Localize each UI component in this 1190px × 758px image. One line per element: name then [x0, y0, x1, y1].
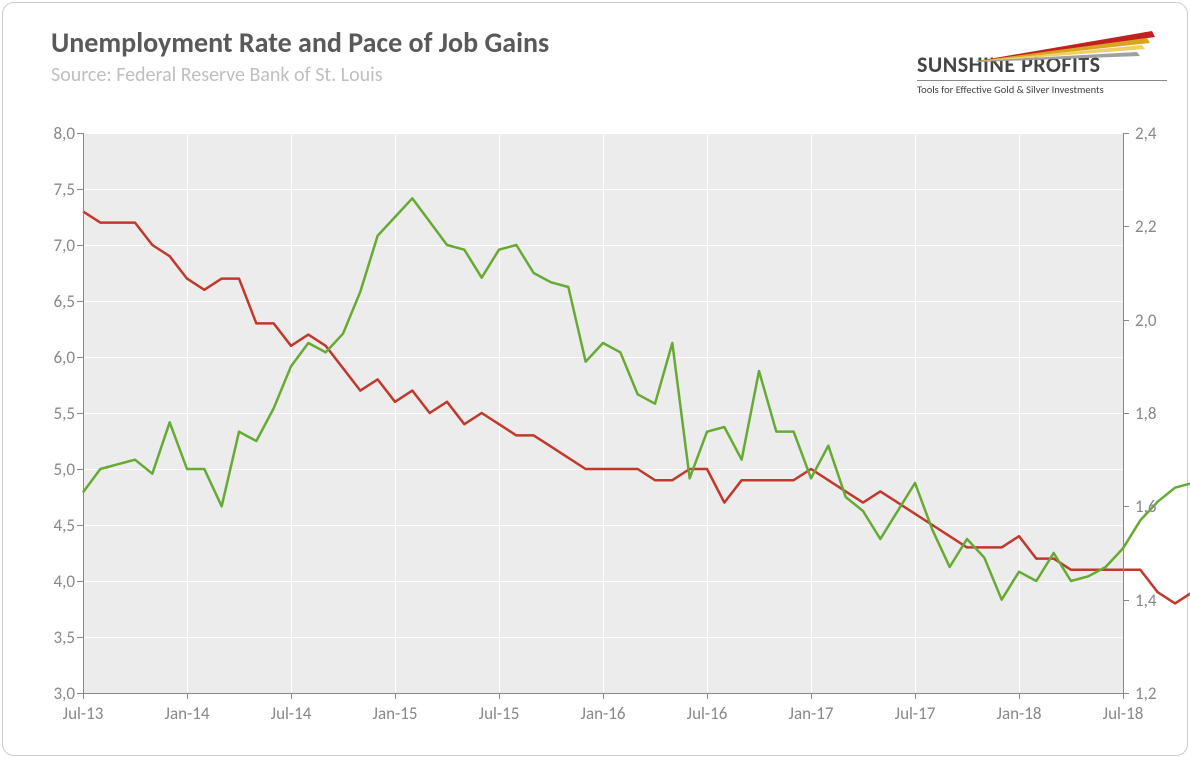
y1-tick-label: 7,5	[35, 179, 75, 200]
logo-tagline: Tools for Effective Gold & Silver Invest…	[917, 80, 1167, 96]
series-unemployment_rate	[83, 211, 1190, 603]
y1-tick-label: 7,0	[35, 235, 75, 256]
y1-tick-label: 4,0	[35, 571, 75, 592]
y2-tick-label: 1,2	[1135, 683, 1175, 704]
x-tick-label: Jul-18	[1103, 703, 1144, 724]
y1-tick-label: 3,5	[35, 627, 75, 648]
x-tick-label: Jul-14	[271, 703, 312, 724]
y2-tick-label: 2,2	[1135, 216, 1175, 237]
chart-title: Unemployment Rate and Pace of Job Gains	[51, 25, 549, 60]
y1-tick-label: 5,0	[35, 459, 75, 480]
y2-tick-label: 2,0	[1135, 310, 1175, 331]
y1-tick-label: 3,0	[35, 683, 75, 704]
plot-area	[83, 133, 1123, 693]
x-tick-label: Jul-17	[895, 703, 936, 724]
x-tick-label: Jan-17	[789, 703, 834, 724]
y1-axis-line	[83, 133, 84, 693]
y1-tick-label: 8,0	[35, 123, 75, 144]
y1-tick-label: 6,0	[35, 347, 75, 368]
y2-tick-label: 1,8	[1135, 403, 1175, 424]
x-tick-label: Jul-16	[687, 703, 728, 724]
line-series	[83, 133, 1123, 693]
x-tick-label: Jul-13	[63, 703, 104, 724]
brand-logo: SUNSHINE PROFITS Tools for Effective Gol…	[917, 51, 1167, 96]
x-tick-label: Jan-15	[373, 703, 418, 724]
x-tick-label: Jan-14	[165, 703, 210, 724]
x-tick-label: Jan-16	[581, 703, 626, 724]
logo-rays-icon	[977, 29, 1157, 63]
chart-subtitle: Source: Federal Reserve Bank of St. Loui…	[51, 63, 383, 87]
y1-tick-label: 4,5	[35, 515, 75, 536]
x-tick-label: Jul-15	[479, 703, 520, 724]
chart-container: Unemployment Rate and Pace of Job Gains …	[2, 2, 1188, 756]
series-job_gains_pace	[83, 198, 1190, 599]
y2-tick-label: 2,4	[1135, 123, 1175, 144]
y2-tick-label: 1,4	[1135, 590, 1175, 611]
y1-tick-label: 6,5	[35, 291, 75, 312]
x-tick-label: Jan-18	[997, 703, 1042, 724]
y2-tick-label: 1,6	[1135, 496, 1175, 517]
y1-tick-label: 5,5	[35, 403, 75, 424]
